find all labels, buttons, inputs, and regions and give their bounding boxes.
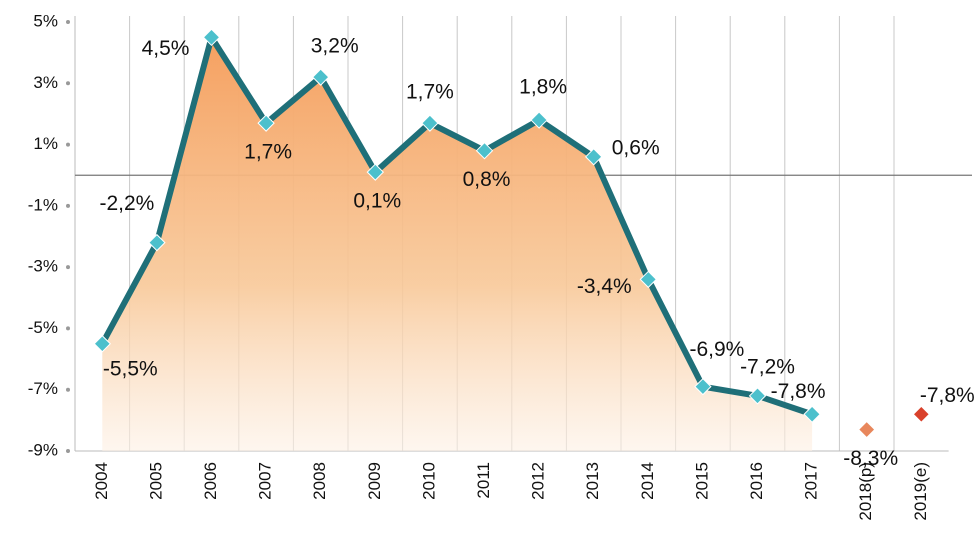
marker — [311, 68, 330, 86]
line — [99, 34, 814, 418]
data-label: 1,8% — [519, 76, 567, 99]
data-label: 0,8% — [463, 168, 511, 191]
marker — [639, 270, 658, 289]
marker — [530, 111, 548, 129]
marker — [803, 405, 821, 423]
y-tick-label: -5% — [28, 318, 58, 337]
y-tick-label: 5% — [33, 11, 58, 30]
marker — [93, 335, 112, 353]
data-label: 4,5% — [142, 37, 190, 60]
marker — [857, 420, 876, 439]
x-tick-label: 2018(p) — [856, 462, 875, 521]
data-label: 0,1% — [353, 190, 401, 213]
x-tick-label: 2012 — [529, 462, 548, 500]
x-tick-label: 2008 — [310, 462, 329, 500]
marker — [475, 141, 494, 160]
y-tick-mark — [66, 265, 70, 270]
y-tick-label: -9% — [28, 440, 58, 459]
x-tick-label: 2019(e) — [911, 462, 930, 521]
data-label: -7,8% — [920, 384, 975, 407]
data-label: -8,3% — [843, 447, 898, 470]
marker — [202, 28, 221, 47]
x-tick-label: 2006 — [201, 462, 220, 500]
data-label: -7,8% — [771, 380, 826, 403]
y-tick-label: -1% — [28, 195, 58, 214]
y-tick-label: 3% — [33, 73, 58, 92]
marker — [694, 377, 712, 396]
y-tick-mark — [66, 326, 70, 331]
y-tick-label: -7% — [28, 379, 58, 398]
y-tick-mark — [66, 387, 70, 392]
y-tick-label: -3% — [28, 257, 58, 276]
x-tick-label: 2015 — [692, 462, 711, 500]
y-tick-mark — [66, 20, 70, 24]
data-label: -7,2% — [740, 355, 795, 378]
data-label: -2,2% — [99, 192, 154, 215]
area — [102, 37, 813, 451]
marker — [148, 233, 166, 252]
data-label: -5,5% — [103, 357, 158, 380]
x-tick-label: 2011 — [474, 462, 493, 499]
y-tick-mark — [66, 449, 70, 453]
x-tick-label: 2010 — [419, 462, 438, 500]
x-tick-label: 2007 — [256, 462, 275, 500]
x-tick-label: 2013 — [583, 462, 602, 500]
data-label: 0,6% — [612, 136, 660, 159]
data-label: 3,2% — [311, 35, 359, 58]
y-tick-mark — [66, 142, 70, 147]
x-tick-label: 2016 — [747, 462, 766, 500]
marker — [748, 387, 767, 405]
marker — [421, 114, 439, 132]
x-tick-label: 2014 — [638, 462, 657, 500]
x-tick-label: 2009 — [365, 462, 384, 500]
x-tick-label: 2005 — [146, 462, 165, 500]
x-tick-label: 2004 — [92, 462, 111, 500]
y-tick-label: 1% — [33, 134, 58, 153]
marker — [912, 405, 931, 423]
data-label: 1,7% — [406, 81, 454, 104]
data-label: -3,4% — [577, 275, 632, 298]
marker — [257, 114, 275, 132]
marker — [584, 148, 603, 166]
marker — [366, 163, 385, 181]
data-label: -6,9% — [689, 338, 744, 361]
y-tick-mark — [66, 203, 70, 208]
x-tick-label: 2017 — [802, 462, 821, 500]
data-label: 1,7% — [244, 141, 292, 164]
y-tick-mark — [66, 81, 70, 86]
